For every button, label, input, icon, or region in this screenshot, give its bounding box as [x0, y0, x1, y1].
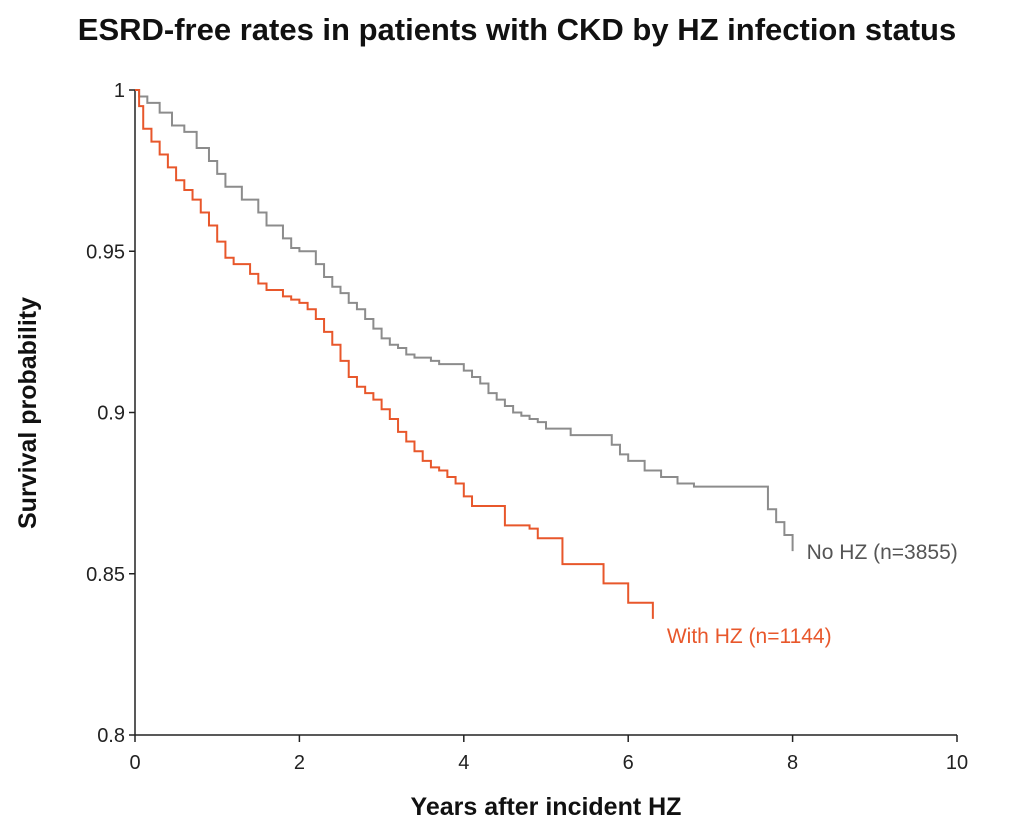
series-label-no-hz: No HZ (n=3855) [807, 541, 958, 564]
y-tick-label: 0.8 [97, 725, 125, 747]
x-tick-label: 4 [458, 752, 469, 774]
y-axis-title: Survival probability [14, 297, 42, 529]
series-line-no-hz [135, 89, 794, 552]
x-tick-label: 10 [946, 752, 968, 774]
x-tick-label: 8 [787, 752, 798, 774]
y-tick-label: 0.85 [86, 564, 125, 586]
series-line-with-hz [135, 89, 654, 619]
y-tick-label: 1 [114, 80, 125, 102]
series-label-with-hz: With HZ (n=1144) [667, 625, 832, 648]
x-tick-label: 0 [129, 752, 140, 774]
x-axis-title: Years after incident HZ [411, 793, 682, 821]
y-tick-label: 0.9 [97, 403, 125, 425]
x-tick-label: 6 [623, 752, 634, 774]
y-tick-label: 0.95 [86, 241, 125, 263]
x-tick-label: 2 [294, 752, 305, 774]
chart-title: ESRD-free rates in patients with CKD by … [77, 12, 957, 47]
